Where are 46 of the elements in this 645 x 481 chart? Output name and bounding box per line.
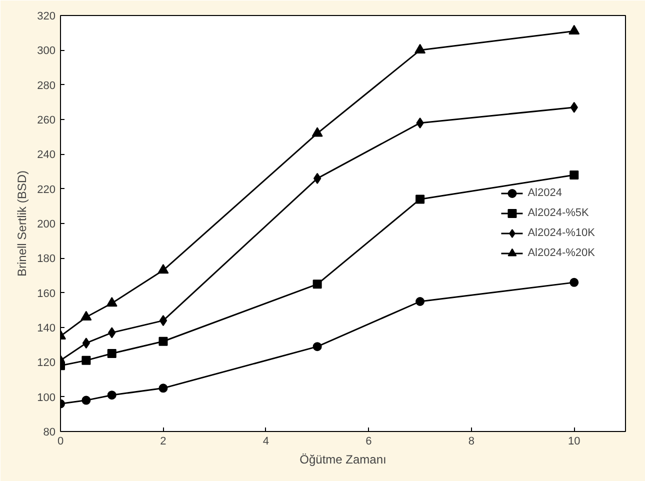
x-tick-label: 8 — [468, 436, 474, 448]
point — [158, 336, 168, 346]
y-tick-label: 180 — [37, 253, 56, 266]
point — [312, 342, 322, 352]
point — [312, 127, 323, 137]
y-tick-label: 200 — [37, 218, 56, 230]
x-tick-label: 6 — [366, 436, 372, 448]
point — [416, 297, 425, 306]
point — [106, 296, 118, 307]
x-tick-label: 10 — [568, 436, 580, 448]
point — [312, 280, 322, 289]
y-tick-label: 120 — [37, 357, 56, 370]
y-tick-label: 280 — [37, 80, 56, 92]
point — [568, 24, 580, 34]
y-tick-label: 260 — [37, 114, 56, 126]
x-tick-label: 2 — [160, 436, 166, 448]
point — [570, 170, 579, 180]
point — [107, 349, 116, 358]
point — [158, 264, 169, 274]
y-tick-label: 240 — [37, 149, 56, 162]
y-tick-label: 160 — [37, 288, 56, 300]
legend-label: Al2024-%5K — [528, 207, 589, 219]
y-tick-label: 300 — [37, 45, 56, 58]
point — [107, 390, 116, 400]
y-tick-label: 320 — [37, 10, 56, 22]
y-tick-label: 220 — [37, 184, 56, 196]
y-axis-title: Brinell Sertlik (BSD) — [15, 170, 30, 277]
point — [159, 315, 168, 326]
y-tick-label: 100 — [37, 392, 56, 404]
point — [416, 194, 425, 204]
x-tick-label: 0 — [57, 436, 64, 448]
legend-label: Al2024-%10K — [528, 227, 595, 239]
point — [82, 338, 90, 349]
legend-label: Al2024-%20K — [528, 247, 595, 259]
point — [82, 396, 91, 405]
point — [313, 172, 322, 184]
point — [158, 384, 168, 393]
y-tick-label: 140 — [37, 322, 56, 334]
point — [80, 310, 92, 320]
point — [414, 44, 426, 54]
legend-label: Al2024 — [528, 187, 562, 199]
x-axis-title: Öğütme Zamanı — [300, 452, 386, 466]
point — [82, 356, 91, 365]
point — [570, 278, 579, 287]
y-tick-label: 80 — [43, 426, 56, 438]
x-tick-label: 4 — [262, 436, 270, 448]
